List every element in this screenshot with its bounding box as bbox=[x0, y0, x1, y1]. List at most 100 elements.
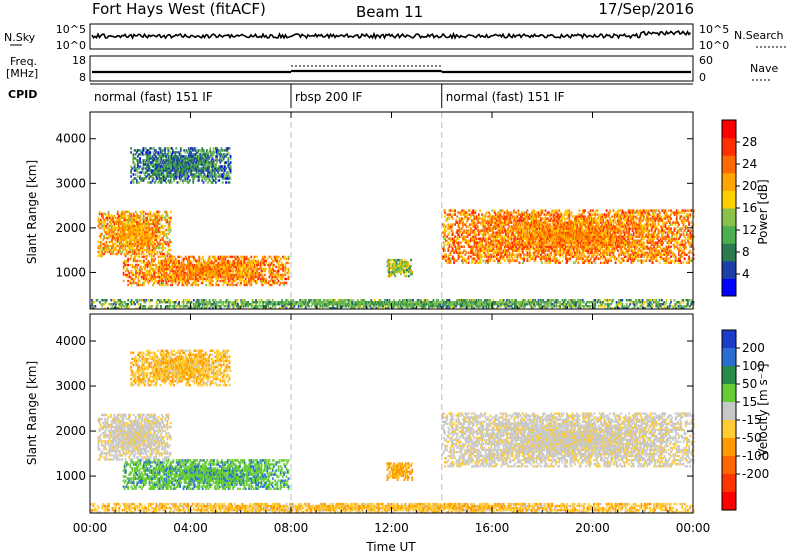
echo-cell bbox=[121, 224, 124, 228]
echo-cell bbox=[273, 273, 275, 277]
echo-cell bbox=[231, 273, 233, 277]
echo-cell bbox=[154, 222, 156, 226]
echo-cell bbox=[212, 275, 214, 279]
echo-cell bbox=[151, 218, 154, 222]
echo-cell bbox=[128, 250, 130, 254]
echo-cell bbox=[196, 265, 198, 269]
echo-cell bbox=[271, 259, 274, 263]
echo-cell bbox=[145, 263, 148, 267]
echo-cell bbox=[224, 259, 227, 263]
echo-cell bbox=[99, 252, 102, 256]
echo-cell bbox=[260, 259, 263, 263]
echo-cell bbox=[157, 210, 160, 214]
echo-cell bbox=[223, 263, 226, 267]
echo-cell bbox=[172, 175, 174, 178]
echo-cell bbox=[251, 263, 254, 267]
echo-cell bbox=[164, 147, 166, 150]
echo-cell bbox=[242, 279, 245, 283]
echo-cell bbox=[119, 248, 121, 252]
echo-cell bbox=[146, 157, 148, 160]
echo-cell bbox=[209, 271, 212, 275]
echo-cell bbox=[136, 230, 138, 234]
echo-cell bbox=[144, 175, 147, 178]
echo-cell bbox=[174, 271, 177, 275]
echo-cell bbox=[139, 242, 142, 246]
echo-cell bbox=[145, 232, 147, 236]
echo-cell bbox=[122, 230, 125, 234]
echo-cell bbox=[238, 265, 240, 269]
echo-cell bbox=[141, 212, 144, 216]
echo-cell bbox=[149, 265, 152, 269]
echo-cell bbox=[139, 153, 141, 156]
echo-cell bbox=[401, 258, 403, 262]
echo-cell bbox=[147, 224, 150, 228]
echo-cell bbox=[153, 275, 155, 279]
echo-cell bbox=[548, 211, 550, 214]
echo-cell bbox=[275, 265, 278, 269]
echo-cell bbox=[226, 271, 229, 275]
echo-cell bbox=[163, 255, 166, 259]
echo-cell bbox=[269, 273, 272, 277]
echo-cell bbox=[236, 277, 239, 281]
echo-cell bbox=[168, 161, 171, 164]
echo-cell bbox=[271, 281, 274, 285]
echo-cell bbox=[133, 232, 136, 236]
echo-cell bbox=[175, 175, 178, 178]
echo-cell bbox=[252, 257, 255, 261]
echo-cell bbox=[119, 238, 121, 242]
echo-cell bbox=[236, 259, 239, 263]
echo-cell bbox=[143, 224, 146, 228]
echo-cell bbox=[132, 250, 135, 254]
echo-cell bbox=[136, 214, 138, 218]
echo-cell bbox=[140, 171, 143, 174]
echo-cell bbox=[159, 161, 162, 164]
echo-cell bbox=[242, 267, 245, 271]
echo-cell bbox=[126, 214, 129, 218]
echo-cell bbox=[204, 259, 206, 263]
echo-cell bbox=[461, 245, 463, 248]
echo-cell bbox=[161, 167, 164, 170]
echo-cell bbox=[150, 244, 153, 248]
echo-cell bbox=[187, 175, 190, 178]
echo-cell bbox=[163, 230, 165, 234]
echo-cell bbox=[169, 181, 172, 184]
echo-cell bbox=[124, 252, 127, 256]
echo-cell bbox=[174, 261, 177, 265]
echo-cell bbox=[210, 263, 213, 267]
echo-cell bbox=[183, 279, 186, 283]
echo-cell bbox=[147, 163, 149, 166]
echo-cell bbox=[130, 175, 132, 178]
echo-cell bbox=[115, 220, 118, 224]
echo-cell bbox=[240, 261, 242, 265]
echo-cell bbox=[161, 263, 163, 267]
echo-cell bbox=[104, 212, 107, 216]
echo-cell bbox=[250, 255, 253, 259]
echo-cell bbox=[259, 277, 262, 281]
echo-cell bbox=[120, 240, 122, 244]
echo-cell bbox=[145, 240, 147, 244]
echo-cell bbox=[160, 250, 163, 254]
echo-cell bbox=[268, 255, 271, 259]
echo-cell bbox=[136, 218, 138, 222]
echo-cell bbox=[132, 238, 135, 242]
echo-cell bbox=[245, 269, 248, 273]
echo-cell bbox=[193, 271, 196, 275]
echo-cell bbox=[182, 277, 185, 281]
echo-cell bbox=[222, 263, 224, 267]
echo-cell bbox=[162, 230, 164, 234]
echo-cell bbox=[107, 248, 110, 252]
echo-cell bbox=[148, 155, 151, 158]
echo-cell bbox=[179, 273, 181, 277]
echo-cell bbox=[131, 230, 134, 234]
echo-cell bbox=[271, 273, 274, 277]
echo-cell bbox=[156, 275, 159, 279]
echo-cell bbox=[279, 281, 282, 285]
echo-cell bbox=[140, 244, 143, 248]
echo-cell bbox=[156, 228, 159, 232]
echo-cell bbox=[113, 224, 116, 228]
echo-cell bbox=[207, 257, 210, 261]
echo-cell bbox=[156, 167, 158, 170]
echo-cell bbox=[449, 209, 452, 212]
echo-cell bbox=[149, 163, 152, 166]
echo-cell bbox=[134, 228, 137, 232]
